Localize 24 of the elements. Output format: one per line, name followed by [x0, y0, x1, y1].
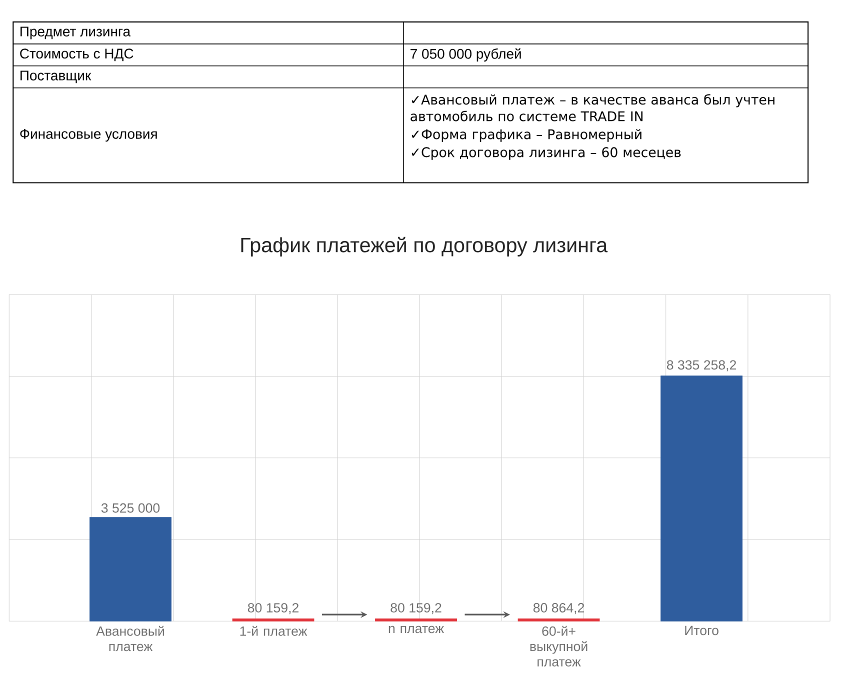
text: 7 050 000 рублей: [410, 48, 521, 62]
bar: [518, 618, 600, 622]
data-label: 80 159,2: [248, 603, 298, 614]
data-label: 80 159,2: [390, 603, 442, 614]
x-tick-label: 60-й+ выкупной платеж: [530, 626, 588, 666]
chart-title: График платежей по договору лизинга: [241, 236, 608, 256]
data-label: 8 335 258,2: [666, 360, 736, 372]
text: Предмет лизинга: [20, 26, 131, 40]
bar: [660, 376, 742, 622]
x-tick-label: Итого: [685, 626, 718, 636]
text: Стоимость с НДС: [20, 48, 134, 62]
x-tick-label: n платеж: [388, 626, 444, 634]
bar: [90, 517, 172, 622]
text: ✓Срок договора лизинга – 60 месецев: [412, 147, 681, 160]
data-label: 80 864,2: [533, 603, 584, 614]
data-label: 3 525 000: [101, 503, 160, 513]
bar: [232, 618, 314, 622]
text: ✓Авансовый платеж – в качестве аванса был учтен автомобиль по системе TRADE IN: [410, 94, 774, 122]
text: Финансовые условия: [20, 129, 157, 142]
x-tick-label: Авансовый платеж: [96, 626, 164, 652]
bar: [375, 618, 457, 622]
text: Поставщик: [20, 70, 92, 84]
x-tick-label: 1-й платеж: [240, 626, 308, 636]
text: ✓Форма графика – Равномерный: [412, 128, 642, 142]
